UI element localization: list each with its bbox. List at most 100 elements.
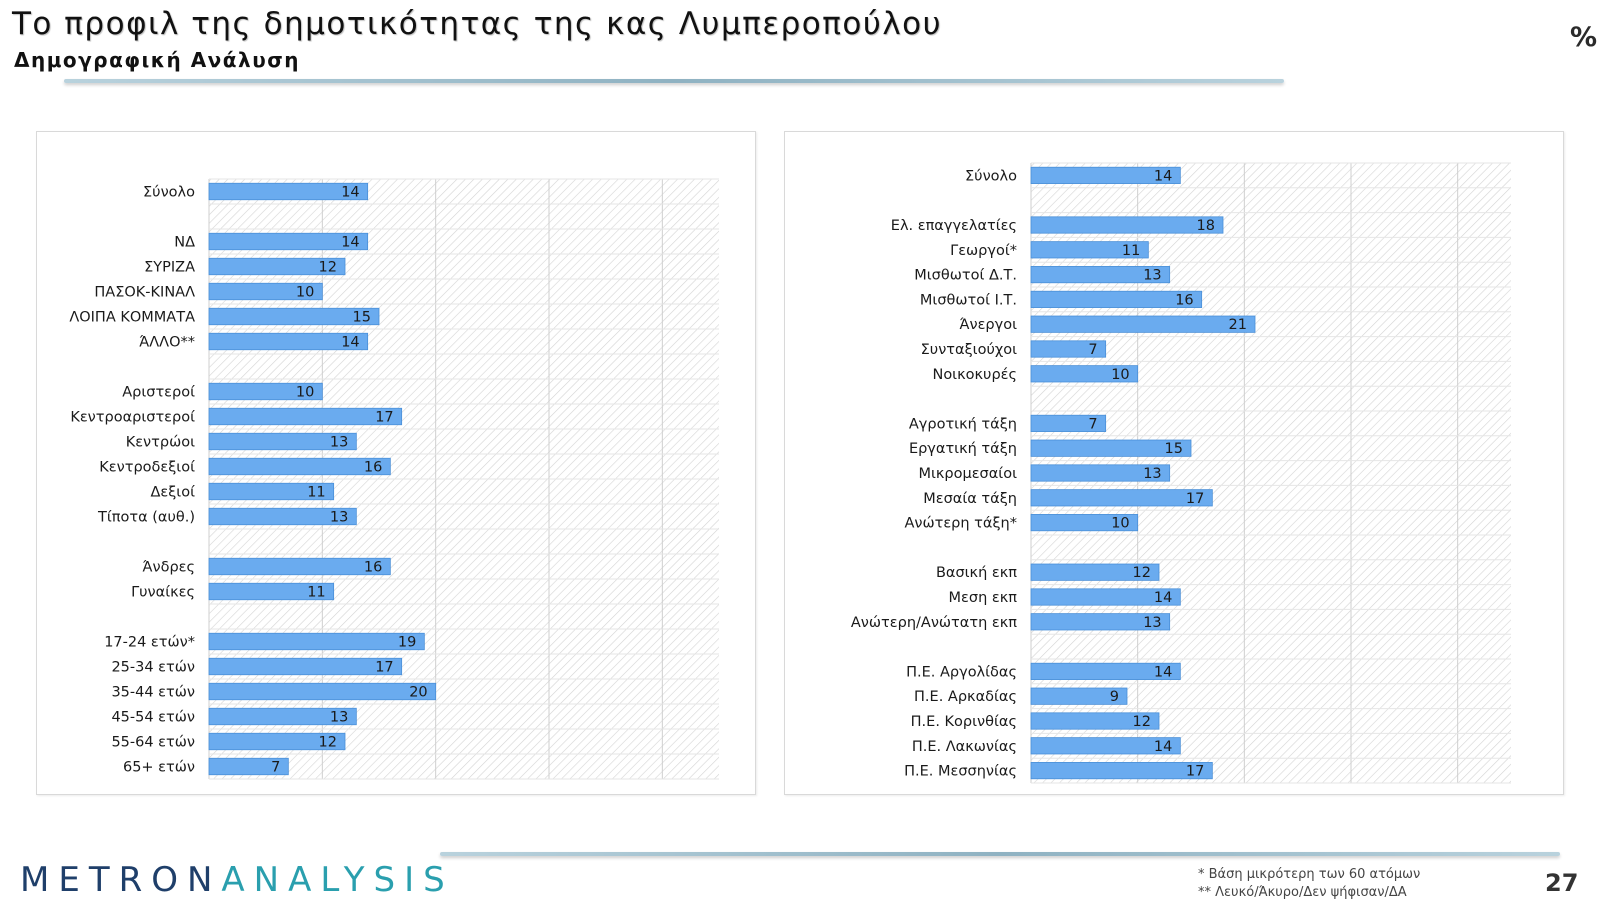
chart-panel-left: Σύνολο 14 ΝΔ 14 ΣΥΡΙΖΑ 12 ΠΑΣΟΚ-ΚΙΝΑΛ 10 ΛΟΙΠΑ Κ… [36,131,756,795]
data-label: 12 [1133,565,1151,581]
bar [208,257,346,276]
category-label: Άνεργοι [959,317,1017,333]
data-label: 16 [364,460,382,476]
bar [1030,464,1171,482]
category-label: Γεωργοί* [950,243,1017,259]
bar [1030,166,1181,184]
category-label: 25-34 ετών [111,660,195,676]
bar [208,482,335,501]
bar [208,657,403,676]
category-label: Μεση εκπ [949,590,1018,606]
category-label: Σύνολο [143,185,195,201]
category-label: ΝΔ [174,235,195,251]
data-label: 11 [307,485,325,501]
bar [208,407,403,426]
data-label: 14 [341,335,359,351]
category-label: 65+ ετών [123,760,195,776]
category-label: Ελ. επαγγελατίες [891,218,1017,234]
footnotes: * Βάση μικρότερη των 60 ατόμων ** Λευκό/… [1198,866,1420,902]
bar [1030,315,1256,333]
data-label: 21 [1229,317,1247,333]
bar [1030,563,1160,581]
data-label: 14 [341,235,359,251]
data-label: 13 [330,435,348,451]
category-label: 55-64 ετών [111,735,195,751]
category-label: Σύνολο [965,168,1017,184]
category-label: ΛΟΙΠΑ ΚΟΜΜΑΤΑ [69,310,195,326]
category-label: Μικρομεσαίοι [918,466,1017,482]
category-label: Εργατική τάξη [909,441,1017,457]
bar-chart-occupation-class-education-region: Σύνολο 14 Ελ. επαγγελατίες 18 Γεωργοί* 11 Μισθ… [851,162,1511,784]
data-label: 14 [341,185,359,201]
category-label: Ανώτερη τάξη* [904,516,1017,532]
footer-divider [440,852,1560,856]
data-label: 14 [1154,168,1172,184]
data-label: 14 [1154,590,1172,606]
category-label: Βασική εκπ [936,565,1017,581]
bar [1030,762,1213,780]
data-label: 16 [1175,292,1193,308]
metron-analysis-logo: METRONANALYSIS [20,860,454,900]
category-label: Π.Ε. Κορινθίας [911,714,1017,730]
bar [1030,613,1171,631]
data-label: 16 [364,560,382,576]
data-label: 10 [296,285,314,301]
data-label: 17 [375,410,393,426]
bar [208,232,369,251]
category-label: Κεντρώοι [126,435,195,451]
data-label: 13 [330,510,348,526]
data-label: 11 [1122,243,1140,259]
category-label: Δεξιοί [150,485,195,501]
bar [208,757,289,776]
page-title: Το προφιλ της δημοτικότητας της κας Λυμπ… [12,6,943,42]
bar [1030,737,1181,755]
bar [208,332,369,351]
data-label: 15 [353,310,371,326]
bar [208,307,380,326]
bar [208,507,357,526]
bar [1030,588,1181,606]
bar [208,632,425,651]
bar [1030,662,1181,680]
data-label: 20 [409,685,427,701]
header-divider [64,79,1284,83]
data-label: 13 [1143,466,1161,482]
data-label: 13 [1143,615,1161,631]
logo-part-a: METRON [20,860,222,900]
bar [1030,266,1171,284]
category-label: 45-54 ετών [111,710,195,726]
data-label: 11 [307,585,325,601]
page-subtitle: Δημογραφική Ανάλυση [14,48,301,72]
category-label: Π.Ε. Αργολίδας [906,664,1017,680]
bar [208,732,346,751]
bar [1030,514,1139,532]
category-label: ΆΛΛΟ** [139,335,195,351]
bar [208,282,323,301]
category-label: Π.Ε. Λακωνίας [912,739,1017,755]
category-label: Νοικοκυρές [932,367,1017,383]
bar [1030,414,1107,432]
category-label: ΠΑΣΟΚ-ΚΙΝΑΛ [94,285,195,301]
data-label: 18 [1197,218,1215,234]
bar [208,557,391,576]
data-label: 13 [1143,268,1161,284]
data-label: 17 [375,660,393,676]
data-label: 12 [319,735,337,751]
bar [208,457,391,476]
category-label: Ανώτερη/Ανώτατη εκπ [851,615,1017,631]
data-label: 14 [1154,664,1172,680]
data-label: 7 [1088,416,1097,432]
data-label: 9 [1110,689,1119,705]
bar [1030,489,1213,507]
data-label: 13 [330,710,348,726]
category-label: Κεντροαριστεροί [70,410,195,426]
data-label: 10 [1111,516,1129,532]
bar [1030,340,1107,358]
bar [1030,290,1203,308]
category-label: Αγροτική τάξη [909,416,1017,432]
page-number: 27 [1545,869,1579,897]
data-label: 12 [1133,714,1151,730]
bar [1030,439,1192,457]
category-label: Αριστεροί [122,385,195,401]
data-label: 10 [296,385,314,401]
